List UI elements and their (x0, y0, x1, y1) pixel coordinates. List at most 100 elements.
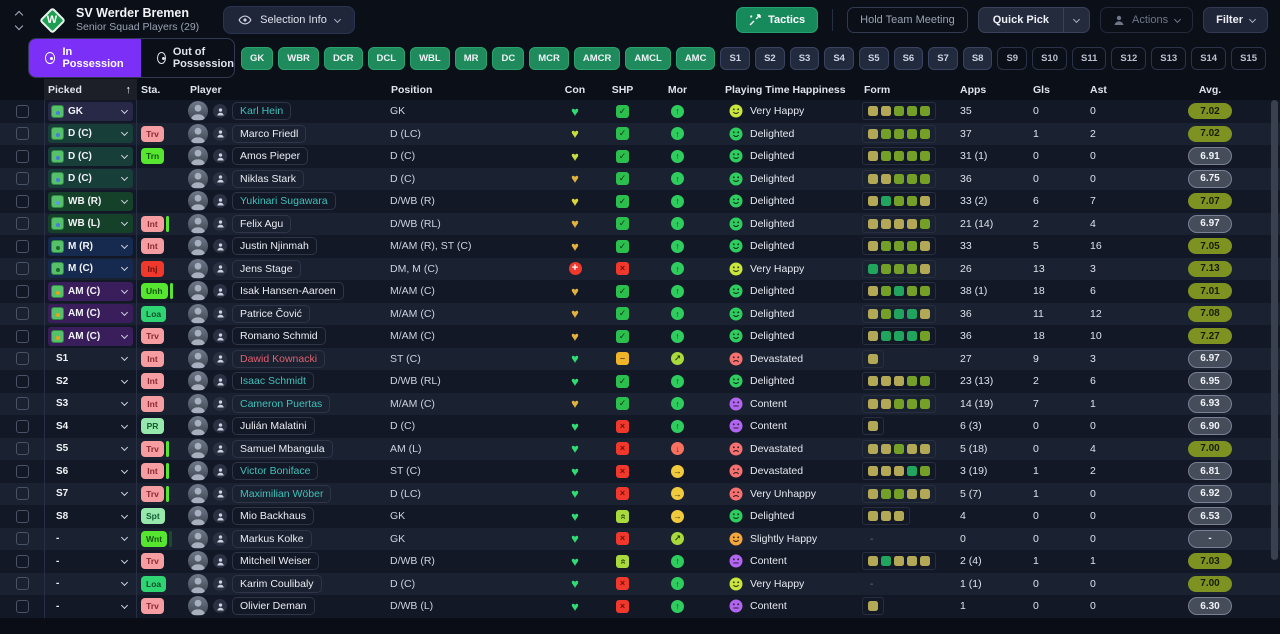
column-header-player[interactable]: Player (190, 83, 222, 96)
player-info-icon[interactable] (213, 509, 227, 524)
table-row[interactable]: - Wnt Markus Kolke GK ♥ × ↗ Slightly Hap… (0, 527, 1280, 550)
position-chip-s3[interactable]: S3 (789, 46, 820, 70)
picked-position-dropdown[interactable]: S6 (48, 462, 133, 481)
row-checkbox[interactable] (15, 104, 29, 118)
table-row[interactable]: S5 Trv Samuel Mbangula AM (L) ♥ × ↓ Deva… (0, 437, 1280, 460)
row-checkbox[interactable] (15, 127, 29, 141)
table-row[interactable]: D (C) Trn Amos Pieper D (C) ♥ ✓ ↑ Deligh… (0, 145, 1280, 168)
position-chip-amcr[interactable]: AMCR (573, 46, 621, 70)
column-header-position[interactable]: Position (391, 83, 433, 96)
position-chip-dc[interactable]: DC (492, 46, 525, 70)
row-checkbox[interactable] (15, 239, 29, 253)
hold-team-meeting-button[interactable]: Hold Team Meeting (847, 7, 968, 33)
row-checkbox[interactable] (15, 172, 29, 186)
row-checkbox[interactable] (15, 419, 29, 433)
player-name-link[interactable]: Olivier Deman (232, 597, 315, 616)
player-info-icon[interactable] (213, 351, 227, 366)
player-name-link[interactable]: Yukinari Sugawara (232, 192, 336, 211)
position-chip-s7[interactable]: S7 (928, 46, 958, 70)
position-chip-s5[interactable]: S5 (858, 46, 889, 70)
nav-up-button[interactable] (12, 9, 26, 19)
row-checkbox[interactable] (15, 509, 29, 523)
position-chip-dcr[interactable]: DCR (323, 46, 363, 70)
row-checkbox[interactable] (15, 554, 29, 568)
picked-position-dropdown[interactable]: S3 (48, 394, 133, 413)
column-header-mor[interactable]: Mor (667, 83, 688, 96)
row-checkbox[interactable] (15, 194, 29, 208)
picked-position-dropdown[interactable]: AM (C) (48, 304, 133, 324)
player-name-link[interactable]: Jens Stage (232, 259, 301, 278)
column-header-con[interactable]: Con (564, 83, 586, 96)
table-row[interactable]: S3 Int Cameron Puertas M/AM (C) ♥ ✓ ↑ Co… (0, 392, 1280, 415)
picked-position-dropdown[interactable]: D (C) (48, 169, 133, 189)
quick-pick-button[interactable]: Quick Pick (977, 7, 1091, 33)
table-row[interactable]: D (C) Niklas Stark D (C) ♥ ✓ ↑ Delighted… (0, 167, 1280, 190)
filter-button[interactable]: Filter (1203, 7, 1268, 33)
row-checkbox[interactable] (15, 352, 29, 366)
player-name-link[interactable]: Isak Hansen-Aaroen (232, 282, 344, 301)
player-info-icon[interactable] (213, 464, 227, 479)
position-chip-wbl[interactable]: WBL (410, 46, 450, 70)
column-header-form[interactable]: Form (864, 83, 891, 96)
position-chip-s11[interactable]: S11 (1071, 46, 1107, 70)
picked-position-dropdown[interactable]: D (C) (48, 146, 133, 166)
position-chip-s15[interactable]: S15 (1231, 46, 1266, 70)
picked-position-dropdown[interactable]: S7 (48, 484, 133, 503)
player-info-icon[interactable] (213, 396, 227, 411)
player-name-link[interactable]: Justin Njinmah (232, 237, 317, 256)
position-chip-s9[interactable]: S9 (997, 46, 1028, 70)
player-info-icon[interactable] (213, 419, 227, 434)
table-row[interactable]: - Trv Olivier Deman D/WB (L) ♥ × ↑ Conte… (0, 595, 1280, 618)
player-info-icon[interactable] (213, 216, 227, 231)
player-info-icon[interactable] (213, 194, 227, 209)
column-header-happiness[interactable]: Playing Time Happiness (725, 83, 846, 96)
position-chip-dcl[interactable]: DCL (367, 46, 406, 70)
position-chip-s6[interactable]: S6 (893, 46, 924, 70)
player-name-link[interactable]: Cameron Puertas (232, 394, 331, 413)
row-checkbox[interactable] (15, 329, 29, 343)
player-info-icon[interactable] (213, 306, 227, 321)
player-name-link[interactable]: Maximilian Wöber (232, 484, 332, 503)
player-info-icon[interactable] (213, 576, 227, 591)
table-row[interactable]: D (C) Trv Marco Friedl D (LC) ♥ ✓ ↑ Deli… (0, 122, 1280, 145)
player-name-link[interactable]: Markus Kolke (232, 529, 312, 548)
position-chip-s14[interactable]: S14 (1191, 46, 1227, 70)
row-checkbox[interactable] (15, 599, 29, 613)
player-name-link[interactable]: Amos Pieper (232, 147, 309, 166)
table-row[interactable]: S7 Trv Maximilian Wöber D (LC) ♥ × → Ver… (0, 482, 1280, 505)
player-name-link[interactable]: Isaac Schmidt (232, 372, 314, 391)
picked-position-dropdown[interactable]: AM (C) (48, 281, 133, 301)
player-name-link[interactable]: Romano Schmid (232, 327, 326, 346)
table-row[interactable]: WB (L) Int Felix Agu D/WB (RL) ♥ ✓ ↑ Del… (0, 212, 1280, 235)
row-checkbox[interactable] (15, 532, 29, 546)
player-name-link[interactable]: Julián Malatini (232, 417, 315, 436)
picked-position-dropdown[interactable]: S2 (48, 372, 133, 391)
row-checkbox[interactable] (15, 262, 29, 276)
player-info-icon[interactable] (213, 104, 227, 119)
player-info-icon[interactable] (213, 531, 227, 546)
table-row[interactable]: S8 Spt Mio Backhaus GK ♥ « → Delighted 4… (0, 505, 1280, 528)
position-chip-wbr[interactable]: WBR (278, 46, 319, 70)
player-info-icon[interactable] (213, 554, 227, 569)
picked-position-dropdown[interactable]: WB (R) (48, 191, 133, 211)
position-chip-s4[interactable]: S4 (824, 46, 854, 70)
position-chip-s12[interactable]: S12 (1111, 46, 1147, 70)
position-chip-s2[interactable]: S2 (755, 46, 785, 70)
column-header-sta[interactable]: Sta. (141, 83, 161, 96)
picked-position-dropdown[interactable]: S8 (48, 507, 133, 526)
column-header-ast[interactable]: Ast (1090, 83, 1107, 96)
picked-position-dropdown[interactable]: M (C) (48, 259, 133, 279)
picked-position-dropdown[interactable]: GK (48, 101, 133, 121)
position-chip-gk[interactable]: GK (240, 46, 274, 70)
player-info-icon[interactable] (213, 374, 227, 389)
row-checkbox[interactable] (15, 307, 29, 321)
column-header-apps[interactable]: Apps (960, 83, 987, 96)
row-checkbox[interactable] (15, 464, 29, 478)
position-chip-s1[interactable]: S1 (720, 46, 751, 70)
selection-info-dropdown[interactable]: Selection Info (223, 6, 355, 34)
player-name-link[interactable]: Dawid Kownacki (232, 349, 326, 368)
position-chip-s10[interactable]: S10 (1032, 46, 1067, 70)
column-header-shp[interactable]: SHP (611, 83, 634, 96)
player-info-icon[interactable] (213, 486, 227, 501)
player-info-icon[interactable] (213, 126, 227, 141)
